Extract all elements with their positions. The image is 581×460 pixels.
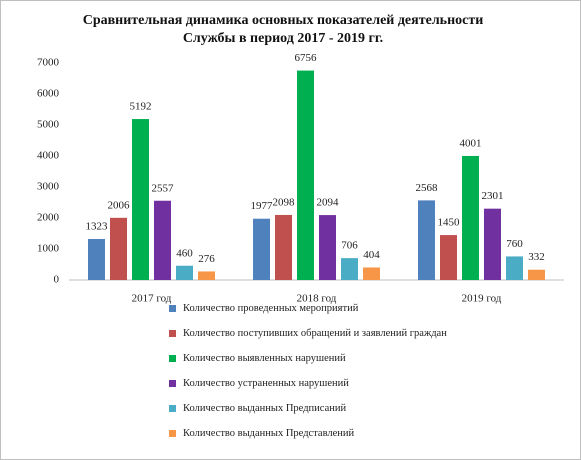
x-tick-label: 2017 год: [132, 293, 172, 305]
data-label: 2006: [108, 199, 131, 211]
legend-swatch: [169, 430, 176, 437]
legend-label: Количество выданных Предписаний: [183, 403, 347, 414]
y-tick-label: 0: [54, 274, 60, 286]
legend-item: Количество поступивших обращений и заявл…: [169, 328, 449, 353]
y-tick-label: 3000: [37, 181, 60, 193]
bar: [198, 271, 215, 280]
y-tick-label: 5000: [37, 119, 60, 131]
data-label: 2568: [416, 182, 439, 194]
data-label: 1450: [438, 217, 461, 229]
y-tick-label: 1000: [37, 243, 60, 255]
legend-label: Количество проведенных мероприятий: [183, 303, 359, 314]
data-label: 404: [363, 249, 380, 261]
data-label: 2094: [317, 197, 340, 209]
data-label: 5192: [130, 101, 152, 113]
data-label: 2098: [273, 196, 296, 208]
legend-swatch: [169, 380, 176, 387]
legend-swatch: [169, 330, 176, 337]
legend-item: Количество выявленных нарушений: [169, 353, 449, 378]
data-label: 1977: [251, 200, 274, 212]
bar: [363, 267, 380, 280]
y-tick-label: 7000: [37, 57, 60, 69]
bar: [132, 119, 149, 280]
bar: [110, 217, 127, 280]
legend: Количество проведенных мероприятий Количе…: [169, 303, 449, 453]
y-tick-label: 2000: [37, 212, 60, 224]
legend-item: Количество выданных Представлений: [169, 428, 449, 453]
bar: [297, 70, 314, 281]
bar: [462, 155, 479, 280]
data-label: 760: [506, 238, 523, 250]
bar: [275, 214, 292, 280]
bar: [154, 200, 171, 280]
bar: [528, 269, 545, 280]
legend-item: Количество устраненных нарушений: [169, 378, 449, 403]
data-label: 276: [198, 253, 215, 265]
legend-item: Количество выданных Предписаний: [169, 403, 449, 428]
legend-swatch: [169, 305, 176, 312]
data-label: 1323: [86, 221, 109, 233]
data-label: 460: [176, 247, 193, 259]
data-label: 2557: [152, 182, 175, 194]
data-label: 6756: [295, 52, 318, 64]
legend-label: Количество выданных Представлений: [183, 428, 355, 439]
bar: [418, 200, 435, 280]
data-label: 2301: [482, 190, 504, 202]
x-tick-label: 2019 год: [462, 293, 502, 305]
y-tick-label: 6000: [37, 88, 60, 100]
legend-swatch: [169, 355, 176, 362]
bar: [341, 258, 358, 280]
bar: [440, 235, 457, 280]
bar: [176, 265, 193, 280]
bar: [319, 215, 336, 280]
legend-label: Количество устраненных нарушений: [183, 378, 349, 389]
data-label: 706: [341, 240, 358, 252]
chart-title: Службы в период 2017 - 2019 гг.: [183, 31, 383, 46]
bar: [484, 208, 501, 280]
bar: [88, 238, 105, 280]
bar: [506, 256, 523, 280]
legend-swatch: [169, 405, 176, 412]
legend-item: Количество проведенных мероприятий: [169, 303, 449, 328]
legend-label: Количество выявленных нарушений: [183, 353, 346, 364]
chart-title: Сравнительная динамика основных показате…: [83, 13, 484, 28]
y-tick-label: 4000: [37, 150, 60, 162]
data-label: 4001: [460, 138, 482, 150]
legend-label: Количество поступивших обращений и заявл…: [183, 328, 447, 339]
x-tick-label: 2018 год: [297, 293, 337, 305]
data-label: 332: [528, 251, 545, 263]
bar: [253, 218, 270, 280]
